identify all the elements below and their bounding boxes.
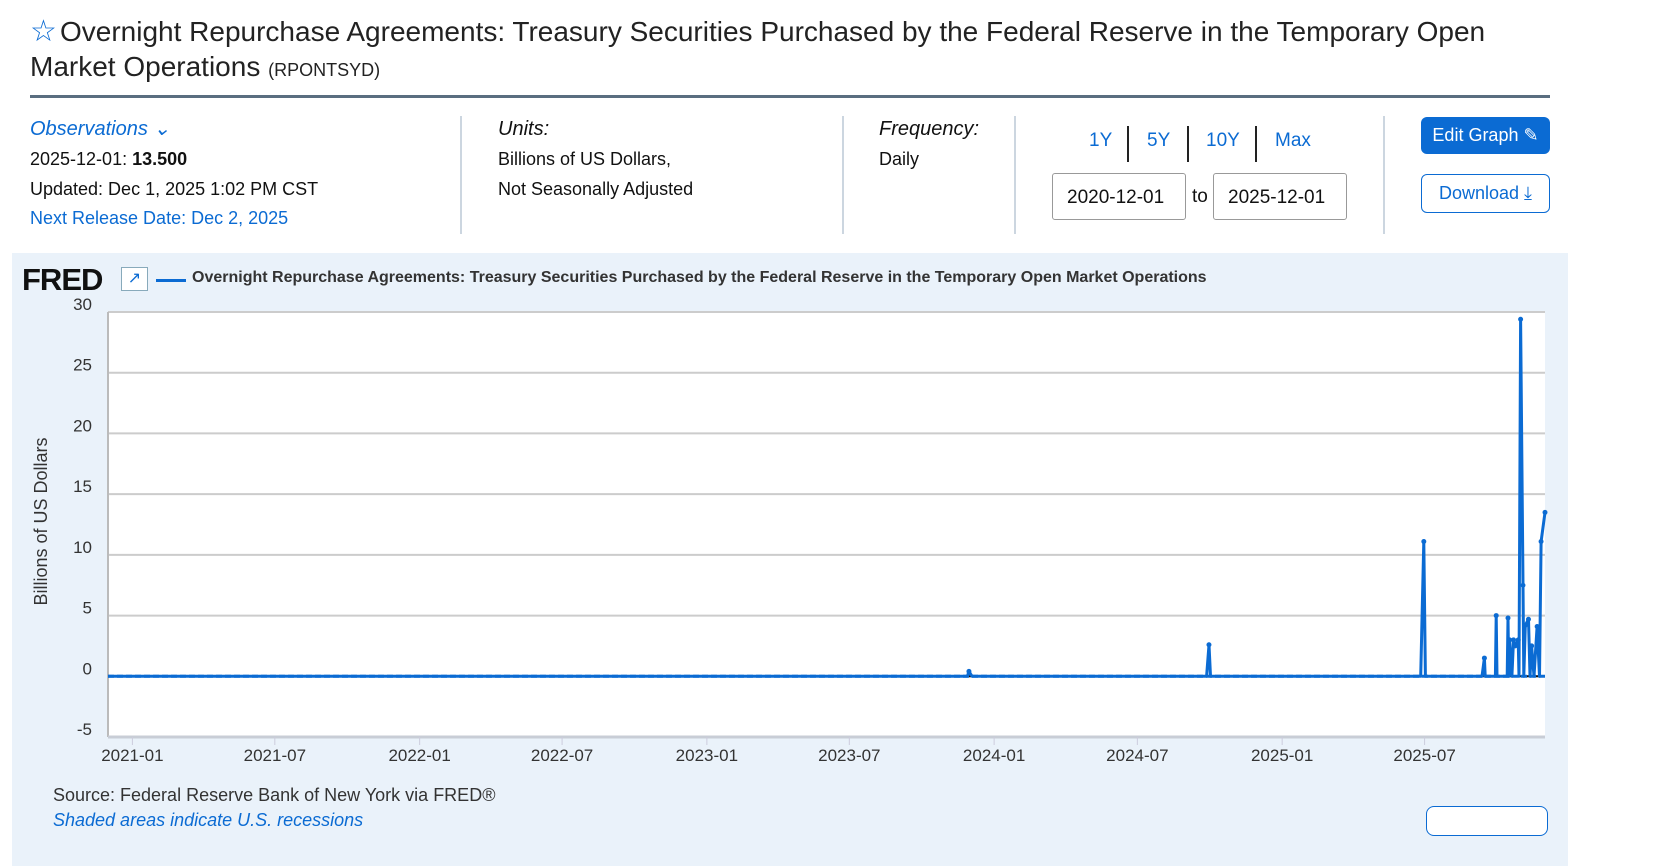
data-point xyxy=(1525,616,1531,622)
data-point xyxy=(1515,637,1521,643)
plot-area xyxy=(108,312,1545,737)
range-5y[interactable]: 5Y xyxy=(1147,130,1171,151)
to-label: to xyxy=(1192,186,1208,207)
fred-logo: FRED xyxy=(22,262,103,297)
data-point xyxy=(1520,582,1526,588)
observations-block: Observations ⌄ 2025-12-01: 13.500 Update… xyxy=(30,114,318,232)
divider xyxy=(842,116,844,234)
data-point xyxy=(1421,539,1427,544)
x-tick-label: 2025-01 xyxy=(1251,746,1313,765)
divider xyxy=(1255,126,1257,162)
edit-graph-button[interactable]: Edit Graph ✎ xyxy=(1421,117,1550,154)
x-tick-label: 2023-01 xyxy=(676,746,738,765)
data-point xyxy=(1505,615,1511,621)
legend-label: Overnight Repurchase Agreements: Treasur… xyxy=(192,269,1207,286)
legend-line-icon xyxy=(156,279,186,282)
divider xyxy=(1127,126,1129,162)
source-text: Source: Federal Reserve Bank of New York… xyxy=(53,785,496,805)
page-title: ☆ Overnight Repurchase Agreements: Treasu… xyxy=(30,15,1486,82)
data-point xyxy=(1529,643,1535,649)
next-release-link[interactable]: Next Release Date: Dec 2, 2025 xyxy=(30,208,289,228)
x-tick-label: 2024-01 xyxy=(963,746,1025,765)
x-tick-label: 2023-07 xyxy=(818,746,880,765)
data-point xyxy=(1511,637,1517,643)
x-tick-label: 2022-07 xyxy=(531,746,593,765)
chart-icon: ↗ xyxy=(121,267,148,291)
data-point xyxy=(1512,643,1518,649)
data-point xyxy=(1522,622,1528,628)
x-tick-label: 2022-01 xyxy=(388,746,450,765)
download-button[interactable]: Download ⤓ xyxy=(1421,174,1550,213)
data-point xyxy=(966,668,972,674)
data-point xyxy=(1534,624,1540,629)
download-icon: ⤓ xyxy=(1524,183,1533,203)
y-tick-label: -5 xyxy=(77,720,92,739)
data-point xyxy=(1481,655,1487,661)
series-id: (RPONTSYD) xyxy=(268,60,381,80)
y-axis-label: Billions of US Dollars xyxy=(31,437,51,605)
range-10y[interactable]: 10Y xyxy=(1206,130,1240,151)
latest-value: 13.500 xyxy=(132,149,188,169)
star-outline-icon[interactable]: ☆ xyxy=(30,15,57,48)
divider xyxy=(1014,116,1016,234)
end-date-input[interactable]: 2025-12-01 xyxy=(1213,173,1347,220)
y-tick-label: 30 xyxy=(73,295,92,314)
observations-toggle[interactable]: Observations ⌄ xyxy=(30,118,171,140)
data-point xyxy=(1538,539,1544,544)
data-point xyxy=(1507,637,1513,643)
data-point xyxy=(1206,642,1212,648)
y-tick-label: 0 xyxy=(83,659,92,678)
y-tick-label: 15 xyxy=(73,477,92,496)
updated-text: Updated: Dec 1, 2025 1:02 PM CST xyxy=(30,179,319,199)
data-point xyxy=(1493,613,1499,619)
share-button[interactable] xyxy=(1426,806,1548,836)
y-tick-label: 10 xyxy=(73,538,92,557)
x-tick-label: 2024-07 xyxy=(1106,746,1168,765)
y-tick-label: 20 xyxy=(73,416,92,435)
recession-link[interactable]: Shaded areas indicate U.S. recessions xyxy=(53,810,364,830)
x-tick-label: 2021-01 xyxy=(101,746,163,765)
start-date-input[interactable]: 2020-12-01 xyxy=(1052,173,1186,220)
units-block: Units: Billions of US Dollars, Not Seaso… xyxy=(498,118,694,199)
latest-date: 2025-12-01: xyxy=(30,149,128,169)
divider xyxy=(30,95,1550,98)
x-tick-label: 2021-07 xyxy=(244,746,306,765)
chevron-down-icon: ⌄ xyxy=(153,118,171,140)
data-point xyxy=(1542,509,1548,515)
y-tick-label: 25 xyxy=(73,356,92,375)
divider xyxy=(1383,116,1385,234)
y-tick-label: 5 xyxy=(83,599,92,618)
range-1y[interactable]: 1Y xyxy=(1089,130,1113,151)
divider xyxy=(460,116,462,234)
data-point xyxy=(1518,316,1524,322)
x-tick-label: 2025-07 xyxy=(1393,746,1455,765)
range-max[interactable]: Max xyxy=(1275,130,1311,151)
edit-icon: ✎ xyxy=(1523,125,1539,145)
divider xyxy=(1187,126,1189,162)
frequency-block: Frequency: Daily xyxy=(879,118,980,169)
